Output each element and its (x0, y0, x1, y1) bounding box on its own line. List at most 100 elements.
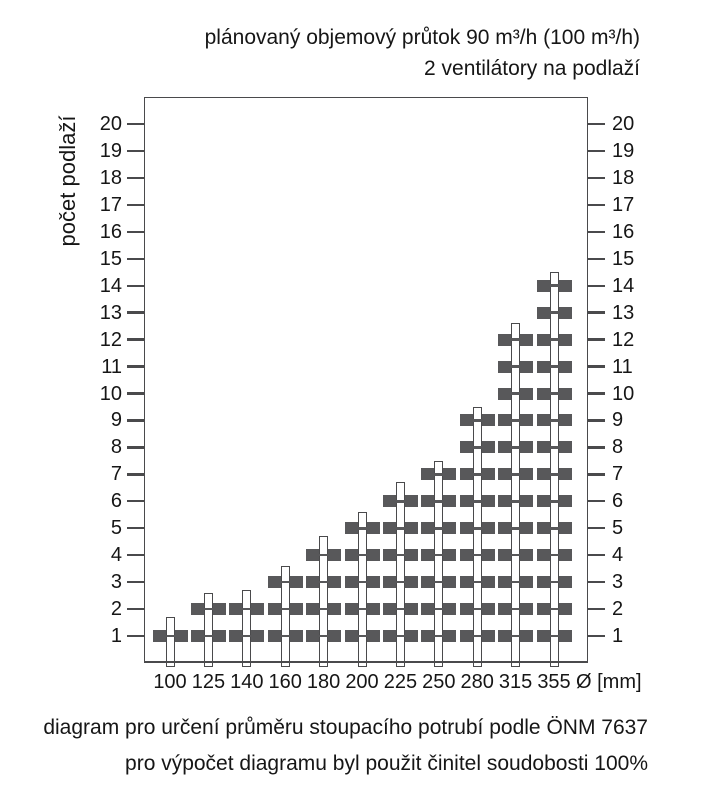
y-tick-left (127, 473, 144, 476)
y-tick-label-left: 7 (110, 463, 122, 486)
floor-square-left (498, 333, 512, 346)
floor-connector (536, 392, 572, 395)
floor-square-right (289, 603, 303, 616)
floor-square-right (558, 441, 572, 454)
floor-square-right (520, 360, 534, 373)
floor-connector (306, 607, 342, 611)
y-tick-label-left: 3 (110, 571, 122, 594)
floor-connector (536, 634, 572, 638)
y-tick-right (588, 392, 605, 395)
x-tick-label: 180 (306, 671, 341, 693)
floor-connector (267, 580, 303, 584)
y-tick-right (588, 607, 605, 611)
y-tick-left (127, 446, 144, 449)
y-tick-label-left: 5 (110, 517, 122, 540)
floor-square-right (443, 549, 457, 562)
floor-square-right (328, 549, 342, 562)
y-tick-label-right: 4 (612, 544, 624, 567)
x-tick-label: 315 (498, 671, 533, 693)
floor-square-right (366, 522, 380, 535)
y-tick-label-left: 9 (110, 409, 122, 432)
floor-square-right (443, 495, 457, 508)
y-tick-left (127, 230, 144, 233)
caption-line2: pro výpočet diagramu byl použit činitel … (125, 752, 648, 775)
floor-square-left (536, 306, 550, 319)
floor-connector (498, 392, 534, 395)
floor-square-left (382, 549, 396, 562)
y-tick-right (588, 365, 605, 368)
floor-square-left (536, 414, 550, 427)
floor-square-left (536, 522, 550, 535)
floor-square-right (212, 630, 226, 643)
floor-connector (459, 500, 495, 503)
floor-square-left (344, 549, 358, 562)
y-tick-label-right: 12 (612, 328, 635, 351)
caption-line1: diagram pro určení průměru stoupacího po… (43, 716, 648, 739)
floor-square-right (481, 414, 495, 427)
floor-connector (344, 607, 380, 611)
floor-square-right (481, 576, 495, 589)
floor-square-left (536, 549, 550, 562)
x-tick-label: 355 (537, 671, 571, 693)
y-tick-left (127, 392, 144, 395)
y-tick-label-right: 6 (612, 490, 624, 513)
floor-square-left (382, 630, 396, 643)
floor-connector (382, 607, 418, 611)
floor-connector (421, 473, 457, 476)
floor-square-left (498, 441, 512, 454)
floor-connector (536, 419, 572, 422)
floor-connector (421, 526, 457, 530)
y-tick-left (127, 419, 144, 422)
y-tick-right (588, 500, 605, 503)
y-tick-label-right: 7 (612, 463, 624, 486)
floor-connector (498, 526, 534, 530)
floor-square-right (289, 630, 303, 643)
floor-connector (382, 634, 418, 638)
y-tick-right (588, 527, 605, 530)
floor-square-left (459, 441, 473, 454)
riser-bar (472, 406, 482, 667)
y-tick-label-right: 5 (612, 517, 624, 540)
floor-connector (190, 634, 226, 638)
y-tick-label-left: 1 (110, 625, 122, 648)
floor-square-left (498, 522, 512, 535)
floor-square-right (520, 603, 534, 616)
y-tick-label-left: 15 (99, 247, 122, 270)
floor-connector (190, 607, 226, 611)
floor-connector (498, 500, 534, 503)
floor-square-left (498, 630, 512, 643)
riser-bar (203, 592, 213, 667)
chart-title-line2: 2 ventilátory na podlaží (424, 57, 640, 80)
floor-square-right (558, 468, 572, 481)
floor-square-left (536, 468, 550, 481)
riser-bar (242, 590, 252, 667)
floor-square-right (520, 468, 534, 481)
floor-square-left (382, 576, 396, 589)
y-tick-right (588, 634, 605, 638)
floor-connector (344, 526, 380, 530)
y-tick-right (588, 580, 605, 584)
y-tick-label-right: 1 (612, 625, 624, 648)
x-tick-label: 250 (422, 671, 456, 693)
floor-square-right (520, 441, 534, 454)
y-tick-label-left: 19 (99, 139, 122, 162)
y-tick-right (588, 284, 605, 287)
floor-square-left (306, 549, 320, 562)
floor-connector (536, 607, 572, 611)
floor-square-right (212, 603, 226, 616)
riser-bar (280, 565, 290, 667)
floor-connector (498, 634, 534, 638)
y-tick-label-left: 4 (110, 544, 122, 567)
y-tick-label-right: 19 (612, 139, 635, 162)
floor-square-left (498, 414, 512, 427)
floor-square-right (404, 603, 418, 616)
floor-connector (421, 553, 457, 557)
floor-connector (421, 607, 457, 611)
floor-square-right (520, 549, 534, 562)
floor-square-right (481, 495, 495, 508)
floor-connector (421, 500, 457, 503)
y-tick-label-right: 15 (612, 247, 635, 270)
floor-connector (536, 500, 572, 503)
floor-square-left (267, 630, 281, 643)
floor-connector (344, 580, 380, 584)
